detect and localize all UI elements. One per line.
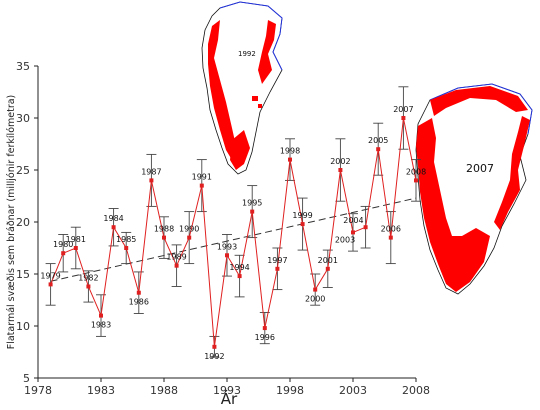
point-label: 1979 [40,271,60,280]
point-label: 1984 [103,214,123,223]
point-label: 1982 [78,273,98,282]
x-axis-label: Ár [221,389,238,408]
data-point [124,246,129,250]
point-label: 1997 [267,256,287,265]
data-point [275,266,280,271]
data-point [149,178,154,183]
x-tick-label: 2003 [339,384,367,397]
y-axis-label: Flatarmál svæðis sem bráðnar (milljónir … [6,95,17,350]
data-point [48,282,53,287]
data-point [162,235,166,240]
y-tick-label: 20 [16,216,30,229]
greenland-1992-melt-south [230,130,250,170]
data-point [111,225,116,230]
data-point [363,225,368,230]
data-point [136,290,141,295]
data-point [351,230,355,235]
point-label: 2008 [406,167,426,176]
point-label: 1998 [280,147,300,156]
y-axis-ticks: 5 10 15 20 25 30 35 [16,60,38,385]
greenland-1992-melt-dot [258,104,262,108]
data-point [262,326,267,331]
point-label: 2006 [381,225,401,234]
greenland-2007-coast [429,83,533,135]
data-point [187,235,192,240]
trend-line [50,197,417,282]
greenland-2007-melt-east [494,116,530,230]
point-label: 2005 [368,136,388,145]
data-point [313,287,318,292]
point-label: 1989 [166,253,186,262]
point-label: 1994 [229,263,249,272]
point-label: 1985 [116,235,136,244]
data-point [61,251,66,256]
x-tick-label: 1983 [87,384,115,397]
y-tick-label: 10 [16,320,30,333]
x-tick-label: 1988 [150,384,178,397]
y-tick-label: 25 [16,164,30,177]
data-point [250,209,255,214]
melt-area-line [50,117,417,347]
data-point [401,116,406,120]
y-tick-label: 35 [16,60,30,73]
data-point [174,263,179,268]
greenland-2007-melt-north [430,86,528,116]
point-label: 1983 [91,321,111,330]
point-label: 2002 [330,157,350,166]
data-point [325,266,330,271]
greenland-1992-coast [219,1,283,71]
data-point [300,222,305,227]
data-point [225,253,229,258]
map-1992-label: 1992 [238,50,256,58]
x-axis-ticks: 1978 1983 1988 1993 1998 2003 2008 [24,378,430,397]
y-tick-label: 15 [16,268,30,281]
point-label: 1991 [192,173,212,182]
point-label: 1992 [204,352,224,361]
y-tick-label: 30 [16,112,30,125]
map-2007-label: 2007 [466,162,494,175]
x-tick-label: 2008 [402,384,430,397]
data-point [288,157,292,162]
data-point [414,178,418,183]
greenland-1992-melt-east [258,20,276,84]
point-label: 1981 [66,235,86,244]
point-label: 2007 [393,105,413,114]
greenland-1992-melt-west [208,20,236,160]
data-point [212,344,217,349]
data-point [338,168,343,172]
data-point [376,147,381,152]
point-label: 1990 [179,225,199,234]
point-label: 1986 [129,298,149,307]
greenland-map-2007: 2007 [415,83,533,295]
data-point [73,246,78,250]
data-point [237,274,242,279]
point-label: 2003 [335,235,355,244]
x-tick-label: 1993 [213,384,241,397]
data-point [388,235,393,240]
point-label: 2001 [318,256,338,265]
point-label: 2000 [305,295,325,304]
greenland-1992-melt-dot [252,96,258,101]
data-point [199,183,204,188]
data-points [48,116,418,349]
point-label: 1988 [154,225,174,234]
point-label: 1999 [292,211,312,220]
point-label: 1987 [141,167,161,176]
point-label: 1993 [217,242,237,251]
x-tick-label: 1978 [24,384,52,397]
point-label: 2004 [343,216,363,225]
greenland-2007-melt-west [416,118,490,292]
greenland-map-1992: 1992 [201,1,283,175]
point-label: 1980 [53,240,73,249]
y-tick-label: 5 [23,372,30,385]
point-label: 1996 [255,333,275,342]
point-label: 1995 [242,199,262,208]
data-point [86,284,91,289]
data-point [99,313,103,318]
x-tick-label: 1998 [276,384,304,397]
